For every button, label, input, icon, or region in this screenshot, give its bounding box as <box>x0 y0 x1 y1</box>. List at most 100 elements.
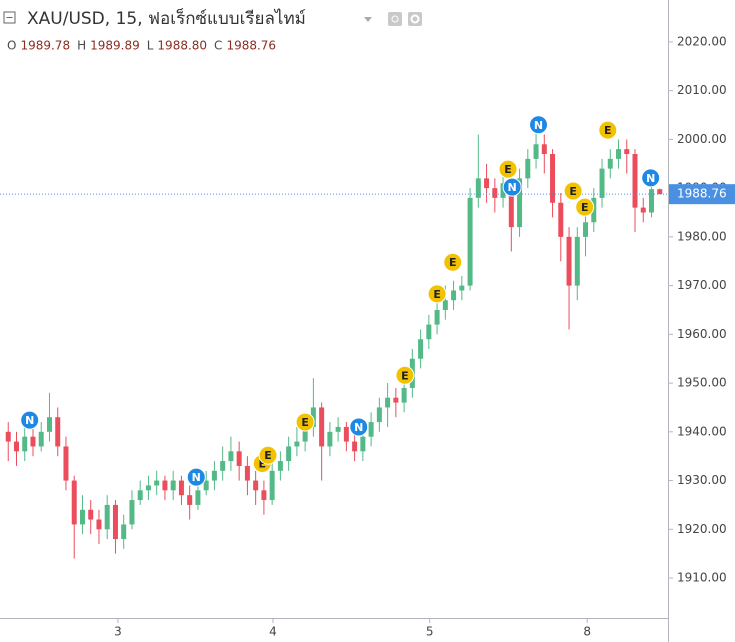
axes: 1910.00 1920.00 1930.00 1940.00 1950.00 1960.… <box>114 34 735 639</box>
visibility-button[interactable] <box>388 12 402 26</box>
last-price-box <box>669 184 735 205</box>
y-tick-label: 2010.00 <box>677 83 727 97</box>
chart-title: XAU/USD, 15, ฟอเร็กซ์แบบเรียลไทม์ <box>27 7 306 29</box>
candle-body <box>154 480 160 486</box>
candle-body <box>632 154 638 208</box>
candle-body <box>244 465 250 481</box>
event-marker[interactable] <box>349 417 369 437</box>
candle-body <box>228 451 234 462</box>
event-marker[interactable] <box>20 410 40 430</box>
candle-body <box>187 495 193 505</box>
event-marker[interactable] <box>502 177 522 197</box>
candle-body <box>211 470 217 481</box>
candle-body <box>327 431 333 447</box>
ohlc-value: 1989.89 <box>90 39 140 53</box>
event-letter: N <box>25 414 34 427</box>
candle-body <box>343 426 349 442</box>
candle-body <box>13 441 19 452</box>
event-letter: N <box>192 471 201 484</box>
candle-body <box>451 290 457 301</box>
candle-body <box>484 178 490 189</box>
y-tick-label: 2000.00 <box>677 132 727 146</box>
candle-body <box>22 436 28 452</box>
candle-body <box>574 236 580 286</box>
candle-body <box>599 168 605 198</box>
candle-body <box>302 426 308 442</box>
settings-button[interactable] <box>408 12 422 26</box>
candle-body <box>30 436 36 447</box>
candle-body <box>162 480 168 491</box>
candle-body <box>426 324 432 340</box>
candle-body <box>261 490 267 501</box>
candle-body <box>170 480 176 491</box>
last-price-label: 1988.76 <box>677 187 727 201</box>
event-marker[interactable] <box>598 120 618 140</box>
candle-body <box>591 197 597 223</box>
ohlc-key: C <box>214 39 222 53</box>
candle-body <box>352 441 358 452</box>
candle-body <box>525 158 531 179</box>
ohlc-key: L <box>147 39 154 53</box>
candle-body <box>434 309 440 325</box>
candle-body <box>657 189 663 195</box>
event-marker[interactable] <box>529 115 549 135</box>
event-marker[interactable] <box>443 252 463 272</box>
event-marker[interactable] <box>427 284 447 304</box>
event-marker[interactable] <box>258 445 278 465</box>
candle-body <box>418 339 424 359</box>
y-tick-label: 1940.00 <box>677 424 727 438</box>
candle-body <box>96 519 102 530</box>
candle-body <box>368 422 374 437</box>
y-tick-label: 1970.00 <box>677 278 727 292</box>
candle-body <box>624 149 630 155</box>
event-letter: E <box>264 449 272 462</box>
x-tick-label: 3 <box>114 625 122 639</box>
event-marker[interactable] <box>395 365 415 385</box>
y-tick-label: 1920.00 <box>677 522 727 536</box>
candle-body <box>104 504 110 530</box>
candle-body <box>294 441 300 447</box>
candle-body <box>319 407 325 447</box>
candle-body <box>566 236 572 286</box>
x-tick-label: 8 <box>583 625 591 639</box>
candle-body <box>129 500 135 525</box>
event-letter: N <box>354 421 363 434</box>
event-marker[interactable] <box>563 181 583 201</box>
candle-body <box>492 188 498 198</box>
candle-body <box>649 189 655 213</box>
ohlc-value: 1989.78 <box>20 39 70 53</box>
candle-body <box>236 451 242 466</box>
candle-body <box>475 178 481 198</box>
event-letter: E <box>449 256 457 269</box>
candle-body <box>71 480 77 525</box>
candle-body <box>385 397 391 408</box>
candle-body <box>220 461 226 471</box>
event-marker[interactable] <box>575 197 595 217</box>
y-tick-label: 1930.00 <box>677 473 727 487</box>
collapse-icon[interactable] <box>3 11 16 24</box>
candle-body <box>269 470 275 501</box>
candle-body <box>459 285 465 291</box>
y-tick-label: 1910.00 <box>677 571 727 585</box>
event-letter: N <box>508 181 517 194</box>
candle-body <box>310 407 316 427</box>
event-marker[interactable] <box>498 159 518 179</box>
event-marker[interactable] <box>295 412 315 432</box>
candle-body <box>550 154 556 203</box>
y-tick-label: 1980.00 <box>677 229 727 243</box>
candle-body <box>253 480 259 491</box>
visibility-icon <box>391 15 399 23</box>
candle-body <box>376 407 382 423</box>
candle-body <box>616 149 622 159</box>
candle-body <box>137 490 143 501</box>
dropdown-arrow[interactable] <box>364 17 372 22</box>
event-letter: E <box>433 288 441 301</box>
candle-body <box>121 524 127 540</box>
event-marker[interactable] <box>186 467 206 487</box>
event-marker[interactable] <box>641 168 661 188</box>
event-letter: E <box>301 416 309 429</box>
event-letter: E <box>401 369 409 382</box>
x-tick-label: 5 <box>426 625 434 639</box>
event-letter: N <box>646 172 655 185</box>
